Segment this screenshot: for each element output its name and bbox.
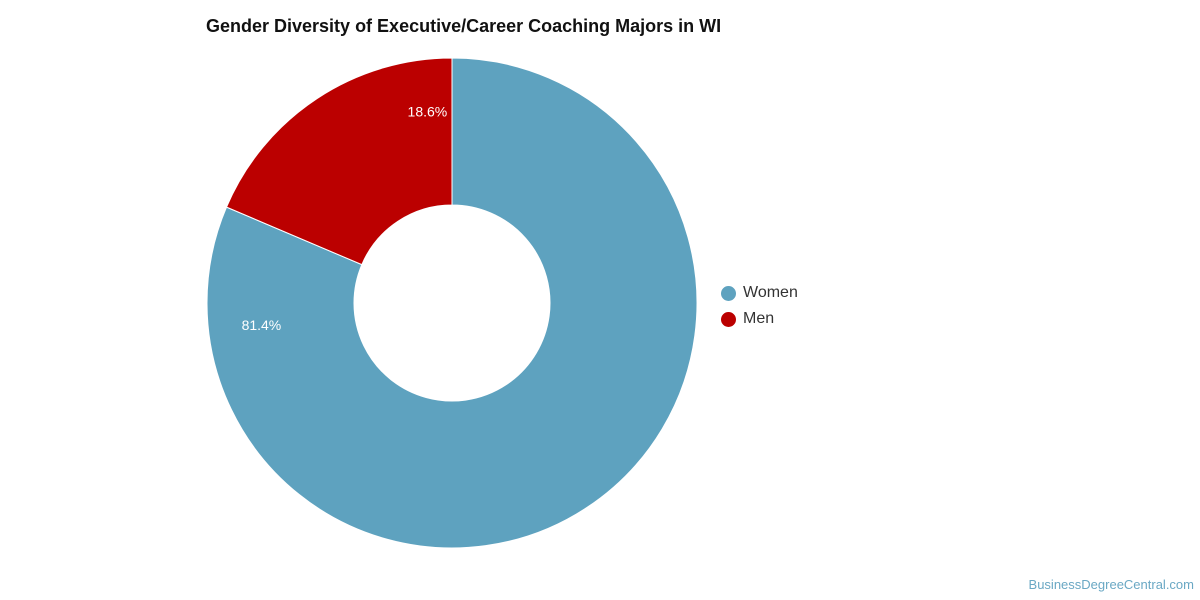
legend-label-men: Men	[743, 310, 775, 327]
slice-label-men: 18.6%	[408, 103, 448, 119]
legend-label-women: Women	[743, 284, 798, 301]
legend-item-women[interactable]: Women	[721, 280, 798, 306]
legend: Women Men	[721, 280, 798, 332]
chart-title: Gender Diversity of Executive/Career Coa…	[206, 16, 722, 36]
slice-women[interactable]	[206, 57, 698, 549]
legend-swatch-men	[721, 311, 736, 327]
watermark[interactable]: BusinessDegreeCentral.com	[1028, 577, 1194, 592]
slice-label-women: 81.4%	[242, 317, 282, 333]
legend-swatch-women	[721, 285, 736, 301]
legend-item-men[interactable]: Men	[721, 306, 798, 332]
slice-men[interactable]	[225, 57, 453, 266]
